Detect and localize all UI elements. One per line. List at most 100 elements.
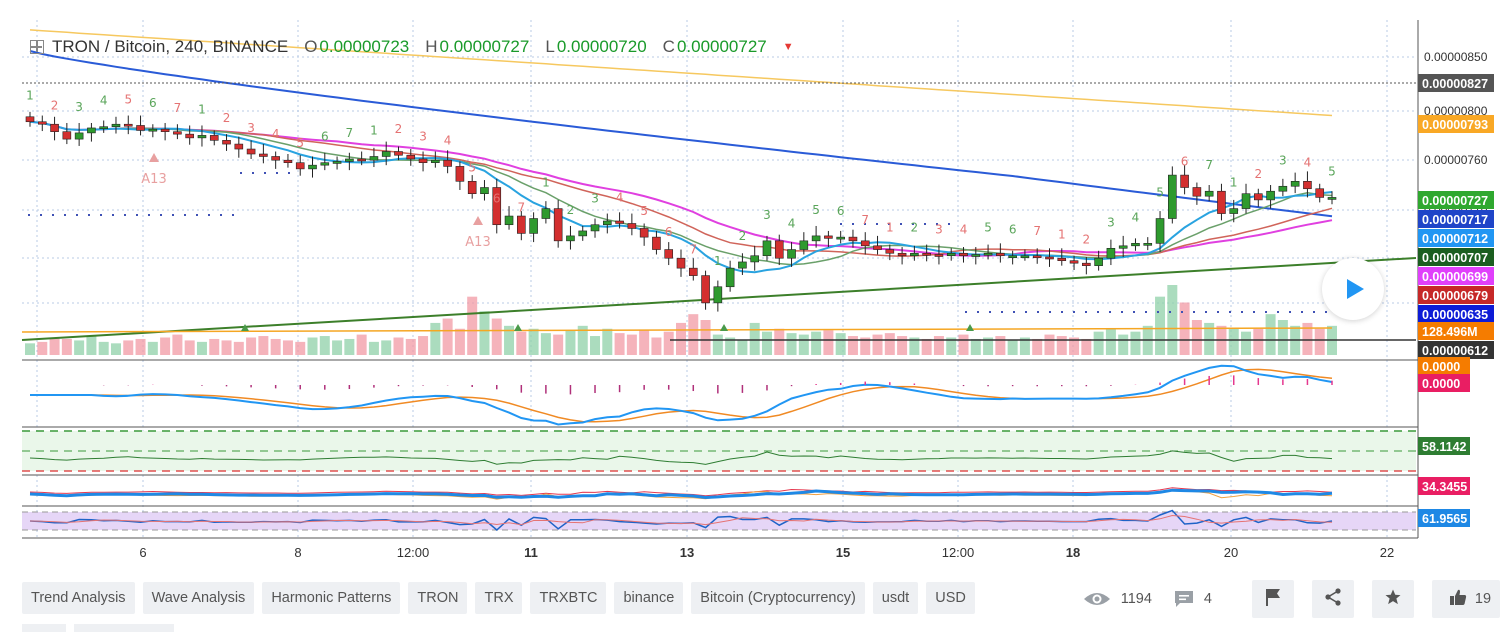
sequence-count: 3 <box>419 130 427 144</box>
favorite-button[interactable] <box>1372 580 1414 618</box>
price-tag <box>1418 341 1494 359</box>
volume-bar <box>1118 334 1129 355</box>
tag-chip[interactable]: Wave Analysis <box>142 582 255 614</box>
ma-line-gold <box>29 29 1333 117</box>
volume-bar <box>933 336 944 355</box>
share-icon <box>1324 587 1342 611</box>
sequence-count: 1 <box>1058 228 1066 242</box>
volume-bar <box>356 334 367 355</box>
volume-bar <box>123 340 134 355</box>
candle-down <box>295 162 305 170</box>
legend-open-label: O <box>304 37 318 56</box>
candle-down <box>1045 256 1054 260</box>
candle-up <box>1266 190 1275 201</box>
second-tag-row <box>22 624 174 632</box>
candle-down <box>774 240 784 259</box>
candle-down <box>50 123 59 132</box>
tag-chip[interactable]: Harmonic Patterns <box>262 582 401 614</box>
tag-chip[interactable]: Trend Analysis <box>22 582 135 614</box>
sequence-count: 7 <box>689 243 697 257</box>
candle-up <box>1106 247 1116 259</box>
price-tag-label: 128.496M <box>1422 325 1478 339</box>
sequence-count: 2 <box>1083 233 1091 247</box>
tag-chip[interactable]: Bitcoin (Cryptocurrency) <box>691 582 865 614</box>
volume-bar <box>1044 334 1055 355</box>
candle-up <box>1008 255 1017 259</box>
volume-bar <box>454 328 465 355</box>
candle-down <box>922 252 931 256</box>
candle-down <box>185 133 194 139</box>
volume-bar <box>172 334 183 355</box>
candle-down <box>234 143 244 150</box>
candle-up <box>1168 174 1177 219</box>
sequence-count: 6 <box>321 130 329 144</box>
candle-down <box>1180 174 1189 188</box>
collapse-arrow-icon[interactable]: ▼ <box>782 41 794 53</box>
legend-close-label: C <box>662 37 675 56</box>
sequence-count: 4 <box>960 223 968 237</box>
volume-bar <box>430 322 441 355</box>
tag-chip[interactable]: TRX <box>475 582 523 614</box>
candle-up <box>762 240 772 257</box>
sequence-count: 3 <box>591 192 599 206</box>
sequence-count: 4 <box>1132 210 1140 224</box>
volume-bar <box>1019 337 1030 355</box>
tag-chip[interactable]: TRXBTC <box>530 582 607 614</box>
price-tag <box>1418 248 1494 266</box>
volume-bar <box>1093 331 1104 355</box>
volume-bar <box>307 337 318 355</box>
price-tag <box>1418 115 1494 133</box>
candle-down <box>246 148 256 155</box>
stats-bar: 1194 4 19 <box>1083 580 1500 618</box>
indicator-tag <box>1418 477 1470 495</box>
sequence-count: 2 <box>395 122 403 136</box>
candle-up <box>725 267 735 288</box>
candle-down <box>357 158 366 162</box>
chart-area[interactable]: 1 2 3 4 5 6 7 1 2 3 4 5 6 7 1 2 3 4 5 6 7 1 2 3 4 5 6 7 1 2 3 4 5 6 7 1 2 3 4 5… <box>0 0 1512 570</box>
flag-button[interactable] <box>1252 580 1294 618</box>
marker-triangle <box>241 324 249 331</box>
candle-up <box>1155 218 1165 244</box>
comments-stat[interactable]: 4 <box>1174 590 1212 608</box>
sequence-count: 3 <box>75 100 83 114</box>
candle-up <box>811 235 821 242</box>
volume-bar <box>565 330 576 355</box>
candle-down <box>406 154 416 160</box>
star-icon <box>1384 588 1402 611</box>
volume-bar <box>1155 296 1166 355</box>
volume-bar <box>786 333 797 355</box>
volume-bar <box>504 325 515 355</box>
candle-down <box>1217 190 1226 214</box>
candle-up <box>1143 243 1153 246</box>
candle-down <box>209 135 219 141</box>
volume-bar <box>995 336 1006 355</box>
marker-label-a13: A13 <box>465 235 490 250</box>
candle-up <box>1241 193 1251 209</box>
volume-bar <box>958 334 969 355</box>
volume-bar <box>798 334 809 355</box>
candle-up <box>381 151 391 157</box>
candle-up <box>431 159 440 163</box>
tag-chip[interactable]: usdt <box>872 582 919 614</box>
volume-bar <box>663 331 674 355</box>
candle-up <box>504 215 514 226</box>
tag-chip[interactable]: USD <box>926 582 975 614</box>
candle-up <box>541 208 551 219</box>
tag-chip[interactable]: TRON <box>408 582 468 614</box>
share-button[interactable] <box>1312 580 1354 618</box>
candle-down <box>455 166 465 182</box>
price-chart[interactable]: 1 2 3 4 5 6 7 1 2 3 4 5 6 7 1 2 3 4 5 6 7 1 2 3 4 5 6 7 1 2 3 4 5 6 7 1 2 3 4 5… <box>0 0 1512 570</box>
candle-up <box>836 236 845 240</box>
tag-chip[interactable]: binance <box>614 582 684 614</box>
candle-down <box>1315 188 1325 198</box>
volume-bar <box>1007 340 1018 355</box>
sequence-count: 1 <box>714 254 722 268</box>
volume-bar <box>688 314 699 355</box>
sequence-count: 6 <box>665 225 673 239</box>
volume-bar <box>1056 336 1067 355</box>
volume-bar <box>344 338 355 355</box>
like-button[interactable]: 19 <box>1432 580 1500 618</box>
comments-count: 4 <box>1203 591 1212 607</box>
crosshair-icon[interactable] <box>30 40 44 54</box>
play-button[interactable] <box>1322 258 1384 320</box>
